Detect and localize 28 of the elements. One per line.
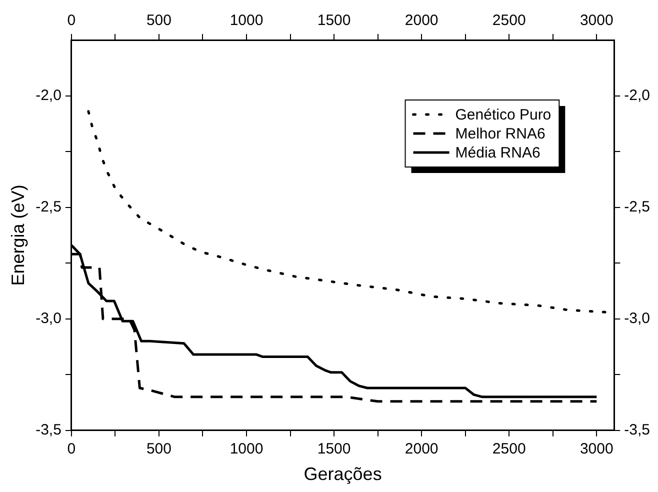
line-series xyxy=(87,110,606,314)
y2-tick-label: -3,5 xyxy=(624,422,650,439)
y-axis-title: Energia (eV) xyxy=(8,184,28,286)
x-axis-title: Gerações xyxy=(304,464,382,484)
legend-label: Genético Puro xyxy=(455,106,552,124)
y2-tick-label: -2,0 xyxy=(624,86,650,104)
x-tick-label: 3000 xyxy=(580,440,614,458)
x-tick-label: 1000 xyxy=(230,440,264,458)
x2-tick-label: 500 xyxy=(146,12,172,30)
x-tick-label: 2000 xyxy=(404,440,438,458)
x2-tick-label: 2500 xyxy=(492,12,526,30)
x2-tick-label: 3000 xyxy=(580,12,614,30)
x-tick-label: 0 xyxy=(67,440,76,458)
x-tick-label: 500 xyxy=(146,440,172,458)
y-tick-label: -2,5 xyxy=(36,198,62,216)
x2-tick-label: 2000 xyxy=(404,12,438,30)
x2-tick-label: 0 xyxy=(67,12,76,30)
legend-label: Melhor RNA6 xyxy=(455,126,546,143)
y2-tick-label: -3,0 xyxy=(624,310,650,327)
legend-label: Média RNA6 xyxy=(455,144,540,162)
y2-tick-label: -2,5 xyxy=(624,198,650,216)
x-tick-label: 2500 xyxy=(492,440,526,458)
x2-tick-label: 1000 xyxy=(230,12,264,30)
y-tick-label: -2,0 xyxy=(36,86,62,104)
y-tick-label: -3,5 xyxy=(36,422,62,439)
x2-tick-label: 1500 xyxy=(317,12,351,30)
x-tick-label: 1500 xyxy=(317,440,351,458)
y-tick-label: -3,0 xyxy=(36,310,62,327)
